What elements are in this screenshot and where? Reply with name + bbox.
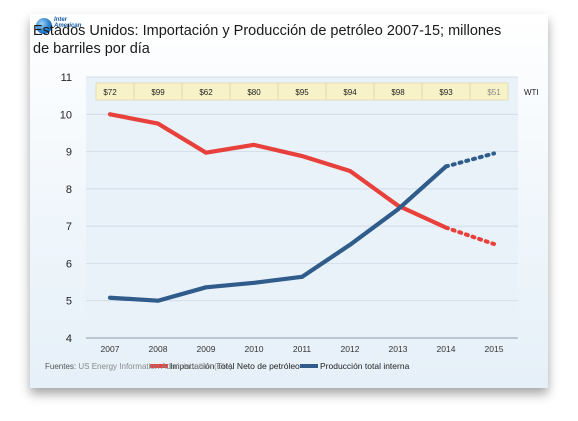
x-tick-label: 2007: [101, 344, 120, 354]
data-point: [108, 296, 112, 300]
wti-price-label: $95: [295, 88, 309, 97]
data-point: [492, 151, 496, 156]
wti-price-label: $72: [103, 88, 117, 97]
x-tick-label: 2012: [341, 344, 360, 354]
x-tick-label: 2009: [197, 344, 216, 354]
y-tick-label: 7: [66, 221, 72, 233]
data-point: [444, 226, 448, 230]
logo-text: Inter American: [54, 17, 82, 29]
plot-area: [86, 77, 518, 338]
series-line-1: [107, 112, 449, 230]
y-tick-label: 11: [61, 72, 72, 84]
source-org: US Energy Information Administration (EI…: [78, 362, 233, 371]
data-point: [300, 154, 304, 158]
data-point: [348, 169, 352, 173]
data-point: [252, 281, 256, 285]
y-tick-label: 8: [66, 184, 72, 196]
y-tick-label: 4: [66, 333, 72, 345]
wti-price-label: $80: [247, 88, 261, 97]
inter-american-logo: Inter American: [36, 16, 96, 40]
data-point: [156, 299, 160, 303]
wti-price-label: $98: [391, 88, 405, 97]
data-point: [108, 112, 112, 116]
source-label: Fuentes:: [45, 362, 77, 371]
data-point: [204, 285, 208, 289]
data-point: [492, 242, 496, 246]
legend-label: Producción total interna: [320, 361, 410, 371]
wti-price-label: $94: [343, 88, 357, 97]
wti-price-label: $93: [439, 88, 453, 97]
y-tick-label: 9: [66, 147, 72, 159]
x-tick-label: 2015: [485, 344, 504, 354]
y-tick-label: 5: [66, 296, 72, 308]
y-tick-label: 10: [60, 109, 72, 121]
series-projection-2: [444, 151, 496, 169]
wti-price-label: $99: [151, 88, 165, 97]
data-point: [396, 207, 400, 211]
source-note: Fuentes: US Energy Information Administr…: [45, 362, 232, 371]
data-point: [252, 143, 256, 147]
data-point: [156, 122, 160, 126]
x-tick-label: 2008: [149, 344, 168, 354]
chart-title: Estados Unidos: Importación y Producción…: [33, 23, 502, 57]
x-tick-label: 2010: [245, 344, 264, 354]
data-point: [348, 243, 352, 247]
data-point: [204, 151, 208, 155]
wti-band: [95, 82, 509, 101]
wti-price-label: $62: [199, 88, 213, 97]
wti-price-label: $51: [487, 88, 501, 97]
globe-icon: [36, 18, 52, 34]
wti-label: WTI: [524, 88, 539, 97]
data-point: [300, 275, 304, 279]
y-tick-label: 6: [66, 258, 72, 270]
x-tick-label: 2011: [293, 344, 312, 354]
legend-label: Importación Total Neto de petróleo: [170, 361, 300, 371]
series-projection-1: [444, 225, 496, 247]
data-point: [444, 164, 448, 169]
x-tick-label: 2013: [389, 344, 408, 354]
series-line-2: [107, 164, 449, 303]
x-tick-label: 2014: [437, 344, 456, 354]
